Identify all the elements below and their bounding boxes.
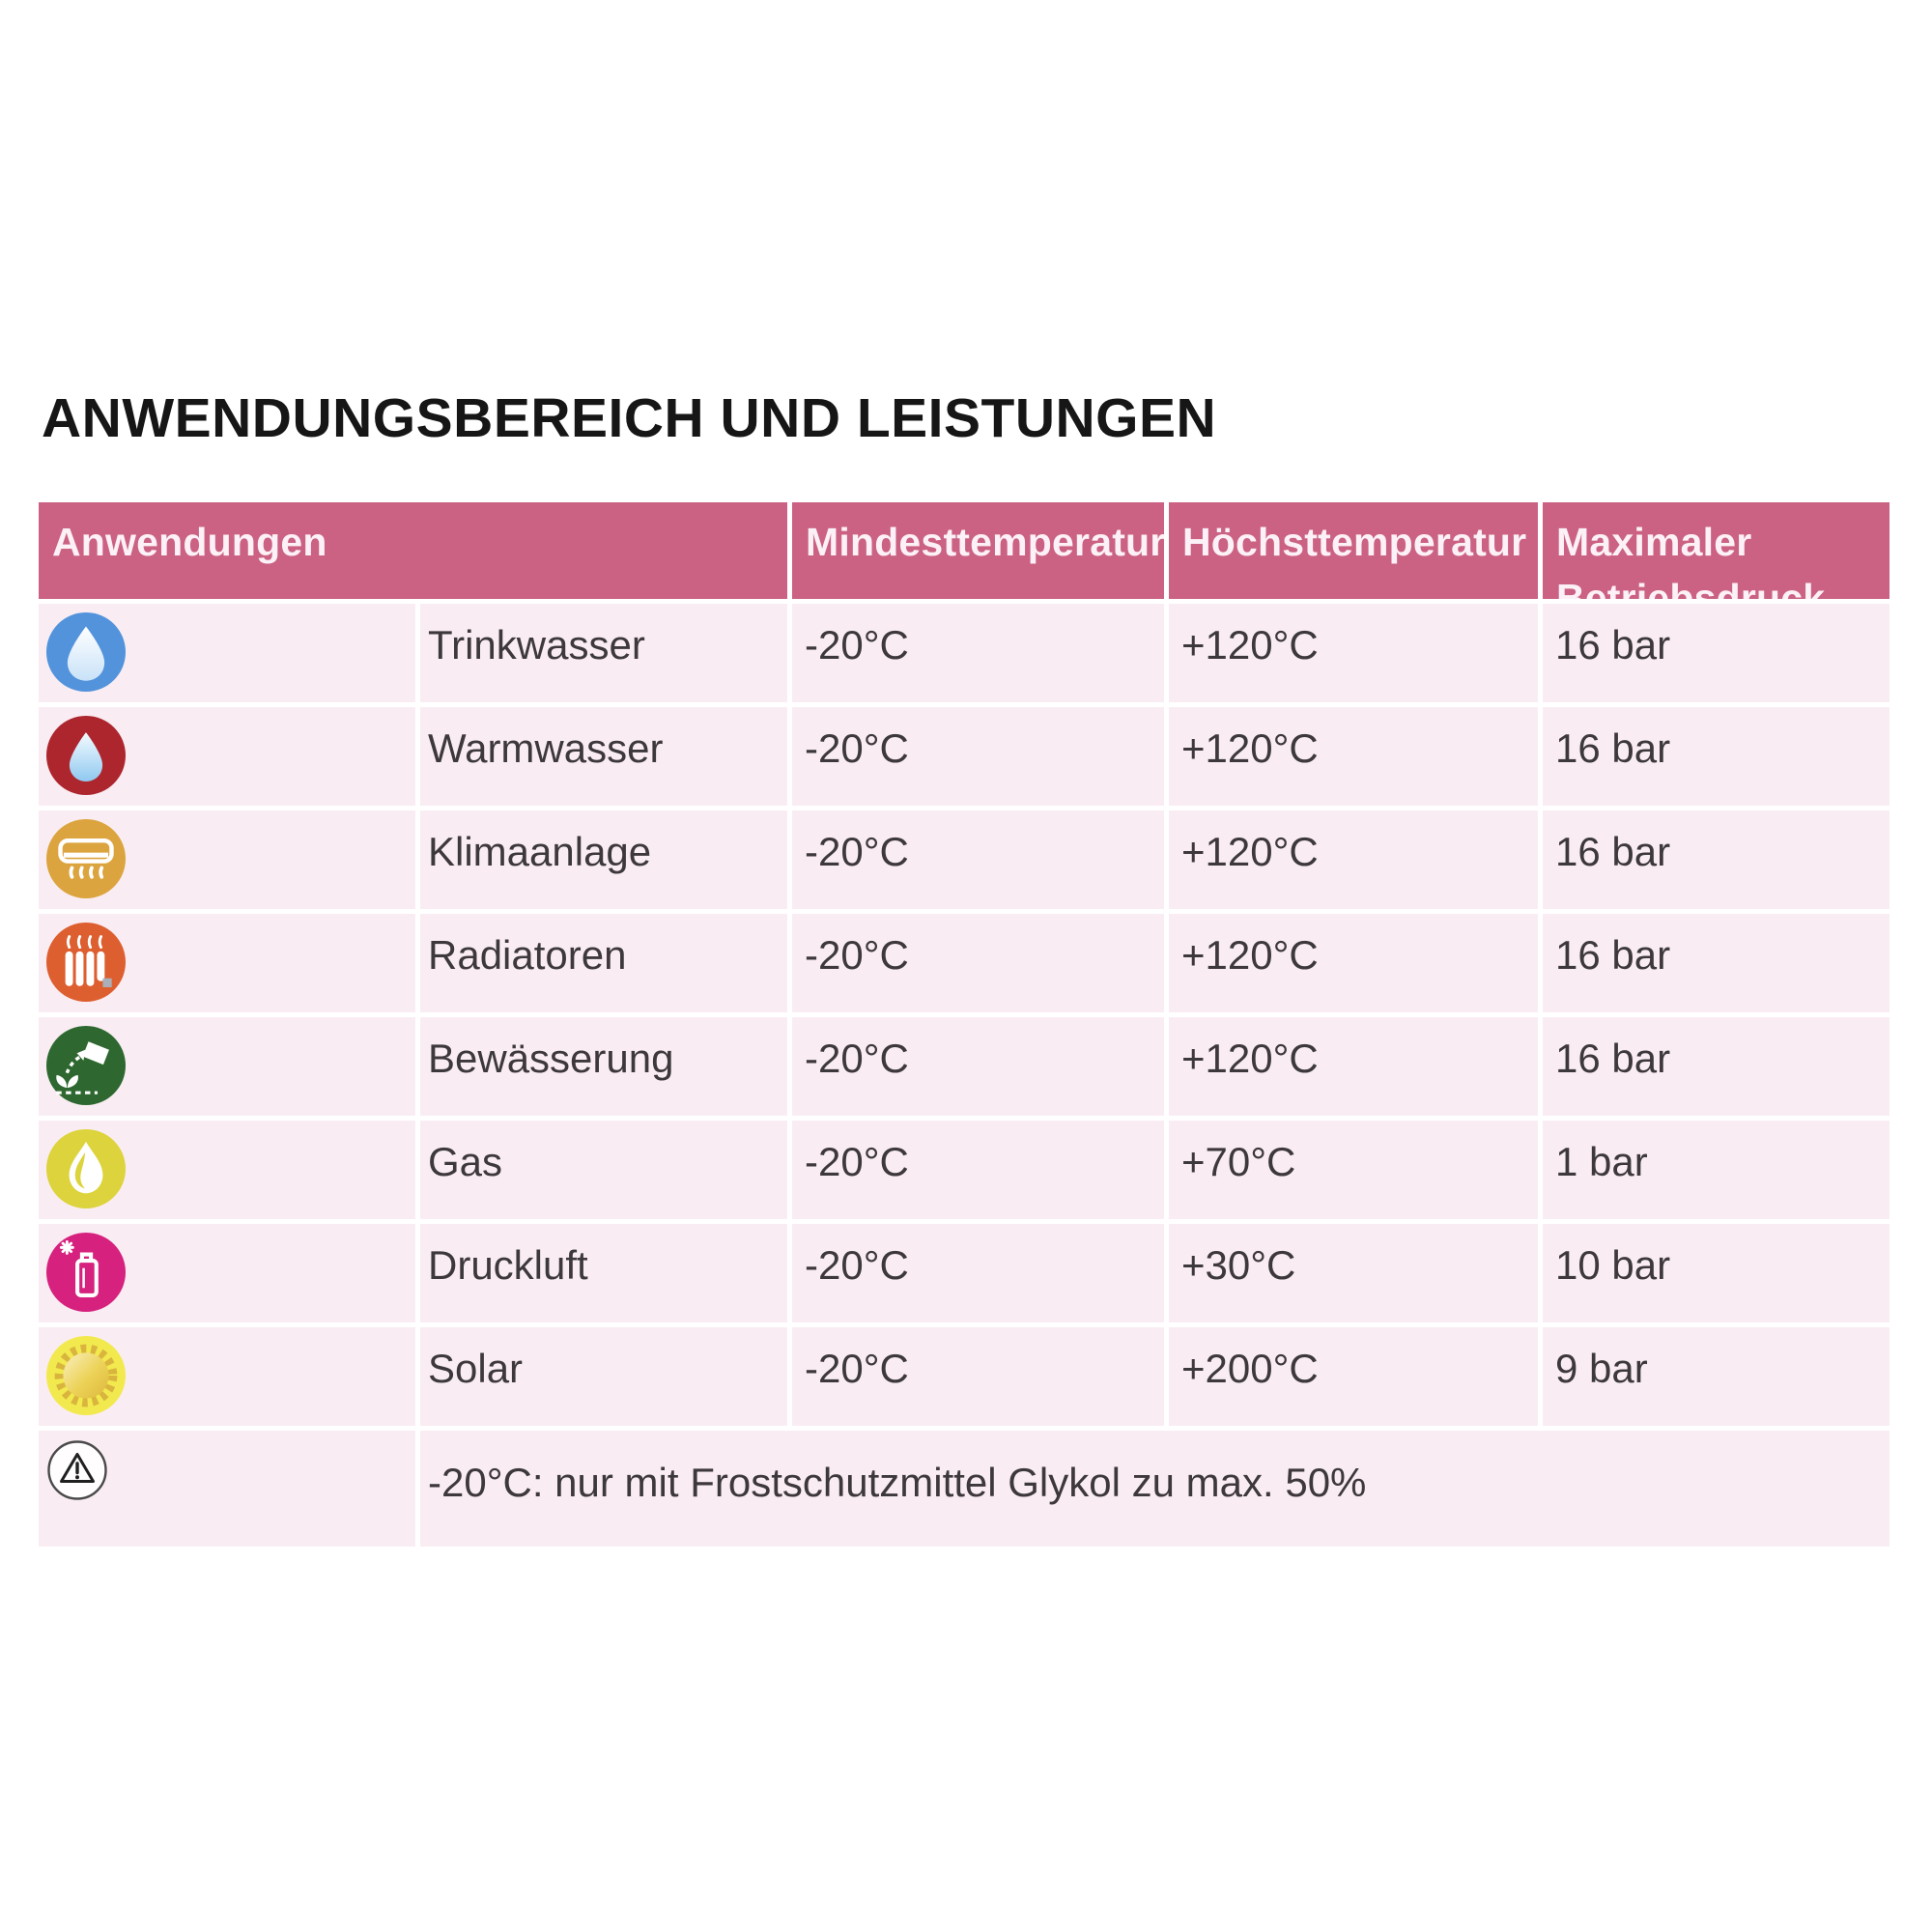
app-icon-cell [39, 707, 415, 806]
max-temp-cell: +30°C [1169, 1224, 1538, 1322]
app-name-cell: Radiatoren [420, 914, 787, 1012]
max-pressure-cell: 16 bar [1543, 810, 1889, 909]
app-name-cell: Trinkwasser [420, 604, 787, 702]
min-temp-cell: -20°C [792, 1224, 1164, 1322]
irrigation-icon [46, 1026, 126, 1105]
column-header-max-betriebsdruck: Maximaler Betriebsdruck [1543, 502, 1889, 599]
min-temp-cell: -20°C [792, 914, 1164, 1012]
min-temp-cell: -20°C [792, 1017, 1164, 1116]
max-temp-cell: +120°C [1169, 1017, 1538, 1116]
app-icon-cell [39, 1224, 415, 1322]
app-icon-cell [39, 1121, 415, 1219]
min-temp-cell: -20°C [792, 1327, 1164, 1426]
water-drop-icon [46, 612, 126, 692]
min-temp-cell: -20°C [792, 1121, 1164, 1219]
applications-table: Anwendungen Mindesttemperatur Höchsttemp… [39, 502, 1889, 1547]
app-icon-cell [39, 1017, 415, 1116]
max-pressure-cell: 16 bar [1543, 604, 1889, 702]
hot-water-drop-icon [46, 716, 126, 795]
column-header-mindesttemperatur: Mindesttemperatur [792, 502, 1164, 599]
sun-icon [46, 1336, 126, 1415]
air-conditioner-icon [46, 819, 126, 898]
max-pressure-cell: 16 bar [1543, 914, 1889, 1012]
max-pressure-cell: 10 bar [1543, 1224, 1889, 1322]
max-temp-cell: +70°C [1169, 1121, 1538, 1219]
app-name-cell: Solar [420, 1327, 787, 1426]
max-temp-cell: +120°C [1169, 914, 1538, 1012]
max-temp-cell: +120°C [1169, 810, 1538, 909]
column-header-hoechsttemperatur: Höchsttemperatur [1169, 502, 1538, 599]
app-icon-cell [39, 1327, 415, 1426]
gas-flame-icon [46, 1129, 126, 1208]
max-pressure-cell: 16 bar [1543, 1017, 1889, 1116]
max-temp-cell: +120°C [1169, 604, 1538, 702]
column-header-anwendungen: Anwendungen [39, 502, 787, 599]
app-icon-cell [39, 914, 415, 1012]
max-pressure-cell: 1 bar [1543, 1121, 1889, 1219]
min-temp-cell: -20°C [792, 707, 1164, 806]
app-name-cell: Bewässerung [420, 1017, 787, 1116]
max-temp-cell: +200°C [1169, 1327, 1538, 1426]
max-pressure-cell: 16 bar [1543, 707, 1889, 806]
note-icon-cell [39, 1431, 415, 1547]
warning-icon [47, 1440, 107, 1500]
min-temp-cell: -20°C [792, 604, 1164, 702]
radiator-icon [46, 923, 126, 1002]
max-temp-cell: +120°C [1169, 707, 1538, 806]
max-pressure-cell: 9 bar [1543, 1327, 1889, 1426]
page-title: ANWENDUNGSBEREICH UND LEISTUNGEN [42, 387, 1217, 449]
app-name-cell: Warmwasser [420, 707, 787, 806]
app-name-cell: Druckluft [420, 1224, 787, 1322]
frost-protection-note: -20°C: nur mit Frostschutzmittel Glykol … [420, 1431, 1889, 1547]
app-name-cell: Gas [420, 1121, 787, 1219]
app-icon-cell [39, 810, 415, 909]
min-temp-cell: -20°C [792, 810, 1164, 909]
spray-can-icon [46, 1233, 126, 1312]
app-icon-cell [39, 604, 415, 702]
app-name-cell: Klimaanlage [420, 810, 787, 909]
